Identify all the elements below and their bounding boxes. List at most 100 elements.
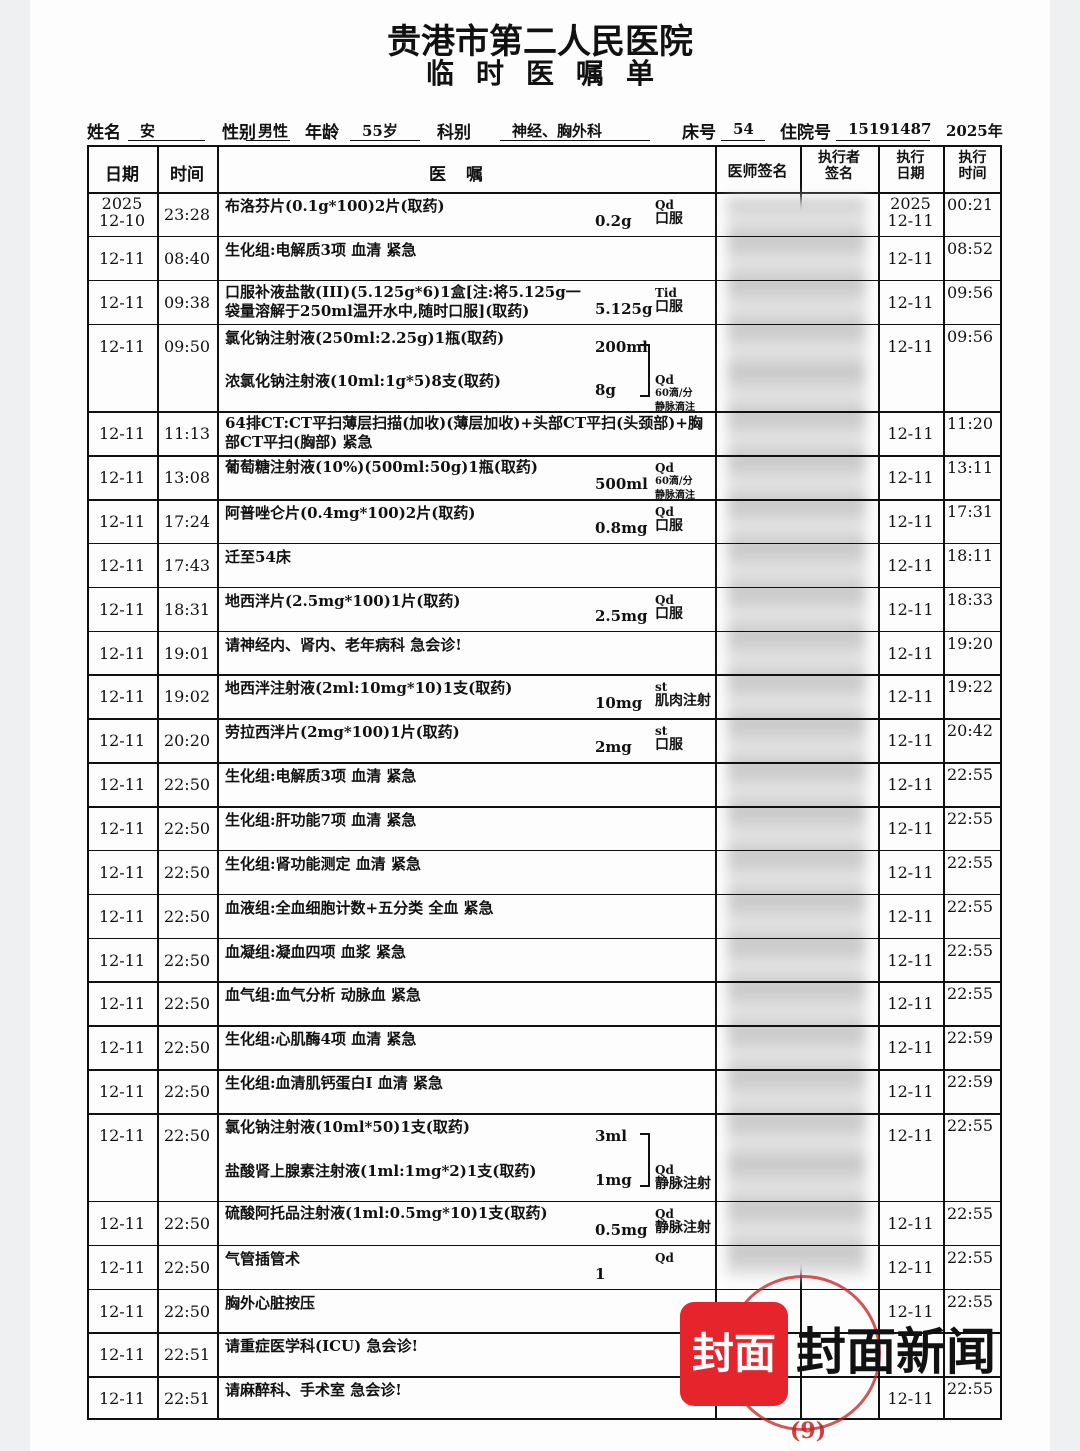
exec-date: 12-11 <box>887 994 934 1014</box>
exec-time: 09:56 <box>947 282 994 302</box>
order-text: 布洛芬片(0.1g*100)2片(取药) <box>225 197 445 215</box>
order-usage: 静脉滴注 <box>655 402 695 414</box>
underline <box>721 140 765 141</box>
column-rule <box>217 145 219 1421</box>
order-text: 请麻醉科、手术室 急会诊! <box>225 1381 402 1400</box>
exec-date: 12-11 <box>887 248 934 268</box>
order-usage: Qd <box>655 373 674 388</box>
order-time: 11:13 <box>163 424 211 444</box>
exec-time: 22:55 <box>947 852 994 872</box>
order-dose: 0.2g <box>595 212 632 230</box>
patient-value: 54 <box>733 120 754 138</box>
order-time: 18:31 <box>163 599 211 619</box>
exec-date: 12-11 <box>887 862 934 882</box>
order-usage: Tid <box>655 285 677 300</box>
order-time: 22:50 <box>163 1257 211 1277</box>
order-text: 血凝组:凝血四项 血浆 紧急 <box>225 942 406 961</box>
hospital-name: 贵港市第二人民医院 <box>387 22 693 62</box>
exec-time: 20:42 <box>947 721 994 741</box>
exec-date: 12-11 <box>887 687 934 707</box>
exec-time: 22:55 <box>947 1379 994 1399</box>
order-text: 氯化钠注射液(10ml*50)1支(取药) <box>225 1118 470 1137</box>
order-time: 23:28 <box>163 205 211 224</box>
order-time: 22:50 <box>163 1126 211 1146</box>
row-rule <box>87 1025 1002 1027</box>
order-time: 22:50 <box>163 1213 211 1233</box>
exec-time: 18:33 <box>947 589 994 609</box>
order-usage: Qd <box>655 1250 674 1265</box>
order-date: 12-11 <box>98 336 146 356</box>
exec-date: 12-11 <box>887 292 934 312</box>
exec-time: 09:56 <box>947 326 994 346</box>
order-date: 12-11 <box>98 643 146 663</box>
row-rule <box>87 323 1002 326</box>
exec-date: 12-11 <box>887 1301 934 1321</box>
order-dose: 200ml <box>595 337 648 356</box>
row-rule <box>87 1200 1002 1203</box>
order-usage: 口服 <box>655 518 683 535</box>
order-time: 09:38 <box>163 292 211 312</box>
order-usage: 60滴/分 <box>655 476 693 488</box>
order-text: 劳拉西泮片(2mg*100)1片(取药) <box>225 723 460 742</box>
order-date: 12-11 <box>98 1301 146 1321</box>
order-dose: 1mg <box>595 1170 632 1189</box>
header-rule <box>87 192 1002 194</box>
order-date: 12-11 <box>98 248 146 268</box>
order-text: 地西泮片(2.5mg*100)1片(取药) <box>225 591 461 610</box>
order-time: 22:50 <box>163 1301 211 1321</box>
row-rule <box>87 893 1002 896</box>
order-date: 12-11 <box>98 687 146 707</box>
order-usage: 口服 <box>655 211 683 227</box>
order-dose: 0.8mg <box>595 519 648 538</box>
order-time: 17:24 <box>163 512 211 532</box>
stamp-number: (9) <box>790 1418 827 1444</box>
order-time: 22:50 <box>163 1082 211 1102</box>
patient-value: 2025年 <box>946 122 1003 140</box>
order-date: 12-11 <box>98 512 146 532</box>
patient-value: 55岁 <box>362 122 398 140</box>
order-time: 17:43 <box>163 555 211 575</box>
exec-time: 22:55 <box>947 1116 994 1136</box>
exec-time: 22:55 <box>947 765 994 785</box>
redacted-signatures <box>727 198 866 1276</box>
order-time: 22:50 <box>163 775 211 795</box>
row-rule <box>87 1244 1002 1247</box>
row-rule <box>87 1332 1002 1334</box>
row-rule <box>87 1069 1002 1071</box>
order-date: 12-11 <box>98 1345 146 1365</box>
row-rule <box>87 586 1002 589</box>
order-usage: 60滴/分 <box>655 388 693 400</box>
order-usage: 静脉注射 <box>655 1175 711 1192</box>
order-usage: st <box>655 724 668 739</box>
order-date: 12-11 <box>98 1213 146 1233</box>
column-header: 执行者签名 <box>818 150 860 182</box>
order-time: 19:02 <box>163 687 211 707</box>
bracket <box>640 1133 650 1187</box>
order-text: 阿普唑仑片(0.4mg*100)2片(取药) <box>225 504 476 523</box>
exec-date: 12-11 <box>887 1038 934 1058</box>
exec-date: 12-11 <box>887 468 934 488</box>
order-usage: 肌肉注射 <box>655 693 711 710</box>
order-time: 08:40 <box>163 248 211 268</box>
order-text: 氯化钠注射液(250ml:2.25g)1瓶(取药) <box>225 328 505 347</box>
order-date: 12-11 <box>98 1082 146 1102</box>
exec-date: 12-11 <box>887 731 934 751</box>
order-time: 22:50 <box>163 1038 211 1058</box>
column-rule <box>715 145 717 1421</box>
row-rule <box>87 455 1002 457</box>
order-usage: st <box>655 680 668 695</box>
order-date: 12-11 <box>98 819 146 839</box>
exec-time: 19:20 <box>947 633 994 653</box>
exec-date: 12-11 <box>887 599 934 619</box>
order-usage: Qd <box>655 461 674 476</box>
order-text: 请重症医学科(ICU) 急会诊! <box>225 1337 419 1356</box>
exec-date: 12-11 <box>887 906 934 926</box>
order-date: 12-11 <box>98 292 146 312</box>
order-time: 13:08 <box>163 468 211 488</box>
order-date: 12-11 <box>98 1126 146 1146</box>
order-text: 请神经内、肾内、老年病科 急会诊! <box>225 635 462 654</box>
order-usage: 口服 <box>655 737 683 754</box>
patient-label: 床号 <box>682 123 716 143</box>
